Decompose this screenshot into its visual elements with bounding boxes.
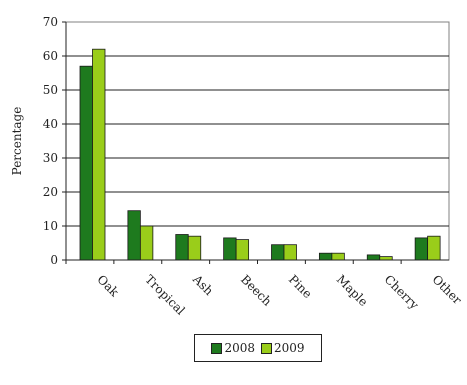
x-category-label: Oak — [94, 272, 122, 300]
bar-maple-2009 — [331, 252, 345, 261]
y-tick-label: 40 — [43, 117, 58, 131]
y-axis-label: Percentage — [10, 107, 24, 176]
bar-ash-2009 — [187, 235, 202, 261]
legend-swatch-2009 — [261, 342, 272, 354]
x-category-label: Tropical — [142, 272, 188, 318]
y-tick-label: 20 — [43, 185, 58, 199]
bar-pine-2008 — [271, 244, 285, 261]
bar-beech-2009 — [235, 239, 250, 261]
bar-oak-2008 — [79, 65, 93, 261]
bar-tropical-2008 — [127, 210, 141, 261]
grid-lines — [66, 55, 449, 227]
category-labels: Oak Tropical Ash Beech Pine Maple Cherry Other — [65, 260, 465, 318]
y-tick-label: 10 — [43, 219, 58, 233]
x-category-label: Other — [430, 272, 465, 307]
bar-other-2008 — [414, 237, 429, 261]
legend-label-2009: 2009 — [274, 341, 305, 355]
bar-other-2009 — [427, 235, 441, 261]
bar-oak-2009 — [92, 48, 106, 261]
legend-swatch-2008 — [211, 342, 223, 354]
y-tick-label: 60 — [43, 49, 58, 63]
bar-pine-2009 — [283, 244, 297, 261]
bar-tropical-2009 — [139, 225, 154, 261]
bar-ash-2008 — [175, 234, 189, 261]
y-tick-label: 50 — [43, 83, 58, 97]
x-category-label: Ash — [189, 272, 216, 299]
legend-item-2009: 2009 — [261, 341, 305, 355]
bar-chart: 0 10 20 30 40 50 60 70 Oak Tropical Ash Beech Pine M… — [10, 15, 465, 318]
x-category-label: Maple — [334, 272, 371, 309]
bar-cherry-2009 — [379, 256, 393, 261]
bar-beech-2008 — [223, 237, 237, 261]
plot-area — [65, 21, 450, 261]
y-tick-label: 30 — [43, 151, 58, 165]
bar-cherry-2008 — [366, 254, 381, 261]
y-tick-label: 70 — [43, 15, 58, 29]
x-category-label: Pine — [286, 272, 315, 301]
legend: 2008 2009 — [194, 334, 322, 362]
x-category-label: Cherry — [382, 272, 422, 312]
legend-label-2008: 2008 — [224, 341, 255, 355]
y-axis-ticks: 0 10 20 30 40 50 60 70 — [43, 15, 66, 267]
bar-maple-2008 — [318, 252, 333, 261]
legend-item-2008: 2008 — [211, 341, 255, 355]
x-category-label: Beech — [238, 272, 275, 309]
y-tick-label: 0 — [50, 253, 58, 267]
